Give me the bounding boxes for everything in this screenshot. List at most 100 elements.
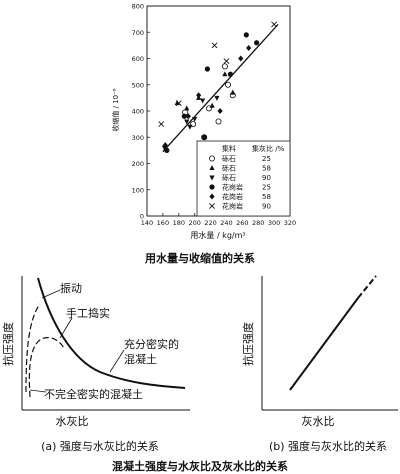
annotation-full-1: 充分密实的: [124, 337, 179, 351]
legend: 集料 集灰比 /% 砾石 25 砾石 58 砾石 90 花岗岩 25 花岗岩 58 花岗岩 90: [196, 140, 291, 217]
x-tick-label: 300: [268, 219, 280, 227]
data-point: [209, 102, 215, 108]
annotation-incomplete: 不完全密实的混凝土: [44, 387, 143, 401]
legend-ratio: 25: [262, 155, 271, 163]
figure-caption: 混凝土强度与水灰比及灰水比的关系: [112, 460, 288, 473]
x-tick-label: 260: [236, 219, 248, 227]
legend-ratio: 25: [262, 184, 271, 192]
legend-marker: [208, 155, 215, 162]
x-marker-stroke: [158, 121, 165, 128]
x-axis-label-b: 灰水比: [302, 414, 335, 428]
y-tick-label: 600: [132, 55, 144, 63]
data-point: [238, 55, 244, 62]
x-tick-label: 220: [204, 219, 216, 227]
x-tick-label: 140: [141, 219, 153, 227]
x-axis-label: 用水量 / kg/m³: [190, 230, 245, 240]
y-axis-ticks: 0 100 200 300 400 500 600 700 800: [132, 3, 150, 221]
data-point: [200, 98, 206, 104]
y-tick-label: 200: [132, 160, 144, 168]
data-point: [181, 113, 187, 119]
data-point: [175, 100, 182, 107]
x-marker-stroke: [211, 42, 218, 49]
legend-marker: [209, 193, 215, 200]
x-tick-label: 320: [284, 219, 296, 227]
x-tick-label: 200: [188, 219, 200, 227]
x-tick-label: 280: [252, 219, 264, 227]
x-tick-label: 240: [220, 219, 232, 227]
trend-line: [162, 23, 279, 153]
legend-aggregate: 砾石: [222, 173, 236, 182]
data-point: [204, 66, 210, 72]
legend-ratio: 58: [262, 165, 271, 173]
y-tick-label: 500: [132, 81, 144, 89]
data-point: [222, 71, 228, 77]
y-tick-label: 700: [132, 29, 144, 37]
data-point: [217, 108, 223, 114]
caption-b: (b) 强度与灰水比的关系: [269, 439, 387, 453]
data-point: [211, 42, 218, 49]
x-marker-stroke: [209, 203, 215, 209]
legend-ratio: 58: [262, 193, 271, 201]
x-marker-stroke: [223, 58, 230, 65]
legend-ratio: 90: [262, 174, 271, 182]
data-point: [221, 63, 228, 70]
data-point: [225, 81, 232, 88]
full-compaction-curve: [37, 277, 186, 389]
legend-aggregate: 花岗岩: [222, 202, 243, 211]
x-tick-label: 160: [157, 219, 169, 227]
y-tick-label: 800: [132, 3, 144, 11]
legend-rows: 砾石 25 砾石 58 砾石 90 花岗岩 25 花岗岩 58 花岗岩 90: [208, 154, 271, 211]
data-point: [196, 92, 202, 99]
linear-relation-line: [289, 297, 359, 391]
linear-relation-extension: [357, 275, 377, 299]
data-point: [164, 147, 170, 153]
legend-marker: [209, 203, 215, 209]
data-point: [223, 58, 230, 65]
annotation-leader-hand: [59, 317, 73, 339]
y-tick-label: 300: [132, 134, 144, 142]
data-point: [215, 118, 222, 125]
legend-ratio: 90: [262, 203, 271, 211]
hand-compaction-curve: [28, 337, 65, 398]
data-point: [243, 32, 249, 38]
annotation-leader-incomplete: [29, 389, 47, 393]
y-axis-label: 收缩值 / 10⁻⁶: [111, 88, 120, 131]
x-tick-label: 180: [173, 219, 185, 227]
vibration-curve: [25, 303, 41, 393]
data-point: [201, 134, 207, 140]
data-points: [158, 21, 278, 153]
legend-marker: [209, 165, 215, 170]
y-axis-label-a: 抗压强度: [1, 322, 15, 366]
legend-aggregate: 花岗岩: [222, 183, 243, 192]
data-point: [230, 89, 236, 95]
caption-a: (a) 强度与水灰比的关系: [41, 439, 159, 453]
data-point: [187, 124, 193, 130]
data-point: [184, 105, 190, 111]
y-tick-label: 400: [132, 108, 144, 116]
annotation-hand: 手工捣实: [66, 306, 110, 320]
annotation-leader-vibration: [41, 289, 61, 299]
data-point: [246, 45, 252, 51]
x-axis-label-a: 水灰比: [56, 414, 89, 428]
legend-aggregate: 砾石: [222, 164, 236, 173]
annotation-full-2: 混凝土: [124, 352, 157, 366]
strength-wc-chart: 抗压强度 水灰比 振动 手工捣实 充分密实的 混凝土 不完全密实的混凝土 (a)…: [1, 275, 398, 453]
y-tick-label: 100: [132, 186, 144, 194]
data-point: [184, 119, 190, 125]
legend-aggregate: 花岗岩: [222, 192, 243, 201]
legend-marker: [209, 175, 215, 181]
data-point: [185, 113, 191, 120]
legend-header-ratio: 集灰比 /%: [252, 144, 285, 153]
data-point: [227, 71, 234, 77]
legend-header-aggregate: 集料: [222, 144, 236, 153]
data-point: [254, 40, 260, 46]
annotation-leader-full: [109, 349, 125, 373]
y-axis-label-b: 抗压强度: [241, 322, 255, 366]
data-point: [192, 116, 198, 122]
legend-marker: [209, 184, 215, 190]
y-tick-label: 0: [140, 213, 144, 221]
data-point: [271, 21, 278, 28]
data-point: [158, 121, 165, 128]
x-marker-stroke: [271, 21, 278, 28]
